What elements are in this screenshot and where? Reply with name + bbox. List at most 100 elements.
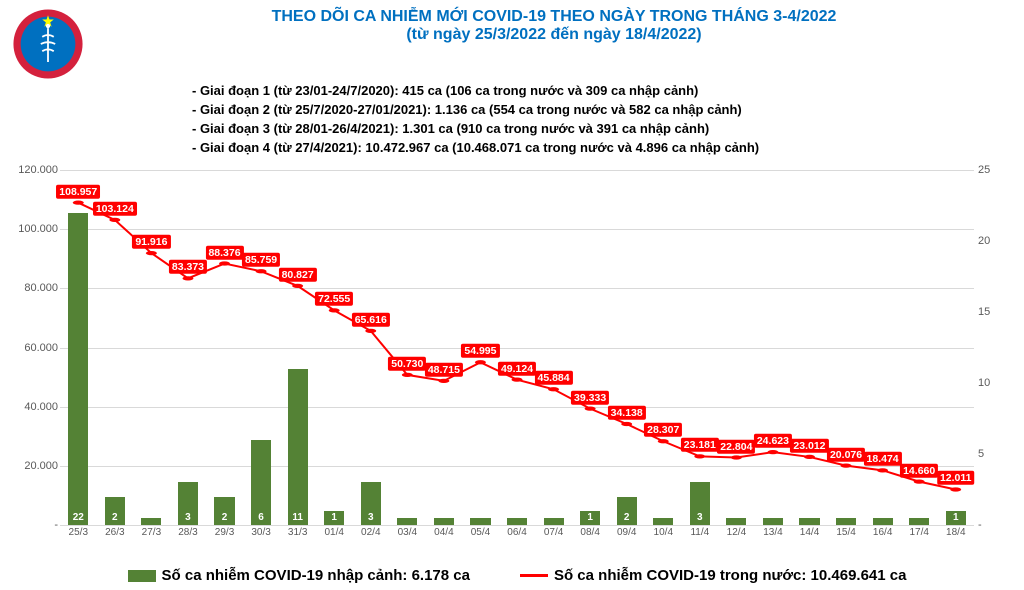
y-right-tick: 20 [978, 235, 990, 247]
x-tick-label: 30/3 [243, 527, 280, 545]
x-tick-label: 29/3 [206, 527, 243, 545]
x-tick-label: 18/4 [938, 527, 975, 545]
line-marker [73, 201, 84, 205]
x-tick-label: 14/4 [791, 527, 828, 545]
y-left-tick: 120.000 [18, 164, 58, 176]
phase-text: - Giai đoạn 2 (từ 25/7/2020-27/01/2021):… [192, 101, 1012, 120]
line-value-label: 65.616 [352, 313, 390, 327]
x-tick-label: 02/4 [353, 527, 390, 545]
x-tick-label: 06/4 [499, 527, 536, 545]
x-tick-label: 25/3 [60, 527, 97, 545]
x-axis-labels: 25/326/327/328/329/330/331/301/402/403/4… [60, 527, 974, 545]
x-tick-label: 28/3 [170, 527, 207, 545]
line-value-label: 23.181 [681, 438, 719, 452]
line-marker [767, 450, 778, 454]
legend-line-label: Số ca nhiễm COVID-19 trong nước: 10.469.… [554, 567, 907, 584]
titles: THEO DÕI CA NHIỄM MỚI COVID-19 THEO NGÀY… [96, 8, 1012, 44]
line-value-label: 14.660 [900, 463, 938, 477]
line-marker [402, 373, 413, 377]
legend-bar-item: Số ca nhiễm COVID-19 nhập cảnh: 6.178 ca [128, 567, 470, 584]
y-left-tick: 20.000 [24, 460, 58, 472]
x-tick-label: 10/4 [645, 527, 682, 545]
x-tick-label: 07/4 [535, 527, 572, 545]
line-marker [658, 439, 669, 443]
y-left-tick: 100.000 [18, 223, 58, 235]
legend-bar-swatch [128, 570, 156, 582]
y-axis-right: -510152025 [978, 170, 1014, 525]
phase-text: - Giai đoạn 4 (từ 27/4/2021): 10.472.967… [192, 139, 1012, 158]
line-marker [109, 218, 120, 222]
line-value-label: 108.957 [56, 184, 100, 198]
line-marker [329, 308, 340, 312]
line-marker [731, 455, 742, 459]
line-marker [548, 387, 559, 391]
line-marker [256, 269, 267, 273]
y-left-tick: - [54, 519, 58, 531]
line-marker [877, 468, 888, 472]
line-value-label: 34.138 [608, 406, 646, 420]
line-value-label: 91.916 [132, 235, 170, 249]
line-value-label: 12.011 [937, 471, 975, 485]
line-marker [914, 480, 925, 484]
y-left-tick: 60.000 [24, 342, 58, 354]
x-tick-label: 08/4 [572, 527, 609, 545]
line-marker [585, 407, 596, 411]
y-right-tick: - [978, 519, 982, 531]
line-marker [365, 329, 376, 333]
line-value-label: 22.804 [717, 439, 755, 453]
line-value-label: 39.333 [571, 390, 609, 404]
line-value-label: 23.012 [790, 439, 828, 453]
line-value-label: 54.995 [461, 344, 499, 358]
line-layer [60, 170, 974, 525]
phase-list: - Giai đoạn 1 (từ 23/01-24/7/2020): 415 … [192, 82, 1012, 157]
line-marker [512, 378, 523, 382]
line-value-label: 45.884 [534, 371, 572, 385]
line-value-label: 24.623 [754, 434, 792, 448]
line-value-label: 20.076 [827, 447, 865, 461]
title-line-2: (từ ngày 25/3/2022 đến ngày 18/4/2022) [96, 26, 1012, 44]
phase-text: - Giai đoạn 1 (từ 23/01-24/7/2020): 415 … [192, 82, 1012, 101]
x-tick-label: 04/4 [426, 527, 463, 545]
plot: 222-3261113-----12-3------1 108.957103.1… [60, 170, 974, 525]
y-right-tick: 5 [978, 448, 984, 460]
line-value-label: 85.759 [242, 253, 280, 267]
x-tick-label: 27/3 [133, 527, 170, 545]
x-tick-label: 26/3 [97, 527, 134, 545]
gridline [60, 525, 974, 526]
x-tick-label: 13/4 [755, 527, 792, 545]
line-value-label: 50.730 [388, 357, 426, 371]
x-tick-label: 05/4 [462, 527, 499, 545]
x-tick-label: 15/4 [828, 527, 865, 545]
line-marker [841, 463, 852, 467]
line-marker [182, 276, 193, 280]
line-value-label: 48.715 [425, 363, 463, 377]
chart-container: THEO DÕI CA NHIỄM MỚI COVID-19 THEO NGÀY… [0, 0, 1024, 590]
chart-plot-area: 222-3261113-----12-3------1 108.957103.1… [60, 170, 974, 525]
x-tick-label: 16/4 [864, 527, 901, 545]
y-left-tick: 40.000 [24, 401, 58, 413]
line-marker [475, 360, 486, 364]
y-axis-left: -20.00040.00060.00080.000100.000120.000 [10, 170, 58, 525]
y-right-tick: 25 [978, 164, 990, 176]
line-marker [292, 284, 303, 288]
logo-svg [12, 8, 84, 80]
x-tick-label: 01/4 [316, 527, 353, 545]
line-marker [219, 261, 230, 265]
line-marker [694, 454, 705, 458]
legend-line-item: Số ca nhiễm COVID-19 trong nước: 10.469.… [520, 567, 907, 584]
y-right-tick: 15 [978, 306, 990, 318]
x-tick-label: 12/4 [718, 527, 755, 545]
line-marker [804, 455, 815, 459]
line-value-label: 72.555 [315, 292, 353, 306]
legend: Số ca nhiễm COVID-19 nhập cảnh: 6.178 ca… [60, 567, 974, 584]
y-right-tick: 10 [978, 377, 990, 389]
y-left-tick: 80.000 [24, 282, 58, 294]
x-tick-label: 31/3 [279, 527, 316, 545]
phase-text: - Giai đoạn 3 (từ 28/01-26/4/2021): 1.30… [192, 120, 1012, 139]
x-tick-label: 03/4 [389, 527, 426, 545]
x-tick-label: 11/4 [682, 527, 719, 545]
title-line-1: THEO DÕI CA NHIỄM MỚI COVID-19 THEO NGÀY… [96, 8, 1012, 26]
line-value-label: 83.373 [169, 260, 207, 274]
line-value-label: 28.307 [644, 423, 682, 437]
legend-bar-label: Số ca nhiễm COVID-19 nhập cảnh: 6.178 ca [162, 567, 470, 584]
